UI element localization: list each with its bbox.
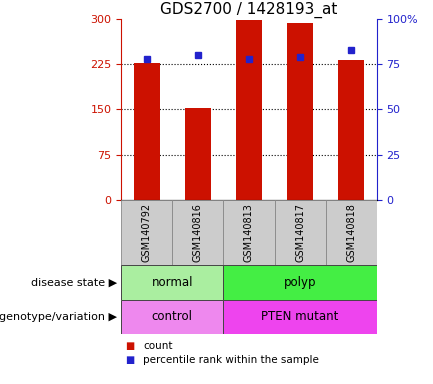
Bar xyxy=(223,200,275,265)
Bar xyxy=(134,63,160,200)
Text: GSM140792: GSM140792 xyxy=(142,203,152,262)
Text: GSM140817: GSM140817 xyxy=(295,203,305,262)
Bar xyxy=(287,23,313,200)
Text: disease state ▶: disease state ▶ xyxy=(31,277,117,287)
Text: GSM140818: GSM140818 xyxy=(346,203,356,262)
Text: count: count xyxy=(143,341,172,351)
Bar xyxy=(121,300,223,334)
Bar xyxy=(172,200,223,265)
Bar xyxy=(121,265,223,300)
Text: genotype/variation ▶: genotype/variation ▶ xyxy=(0,312,117,322)
Bar xyxy=(236,20,262,200)
Bar xyxy=(223,300,377,334)
Text: percentile rank within the sample: percentile rank within the sample xyxy=(143,355,319,365)
Text: GSM140813: GSM140813 xyxy=(244,203,254,262)
Bar xyxy=(223,265,377,300)
Text: GSM140816: GSM140816 xyxy=(193,203,203,262)
Text: ■: ■ xyxy=(126,341,135,351)
Bar xyxy=(121,200,172,265)
Bar xyxy=(339,60,364,200)
Bar xyxy=(275,200,326,265)
Text: ■: ■ xyxy=(126,355,135,365)
Text: control: control xyxy=(152,310,193,323)
Bar xyxy=(326,200,377,265)
Title: GDS2700 / 1428193_at: GDS2700 / 1428193_at xyxy=(160,2,338,18)
Text: normal: normal xyxy=(152,276,193,289)
Text: polyp: polyp xyxy=(284,276,317,289)
Text: PTEN mutant: PTEN mutant xyxy=(262,310,339,323)
Bar xyxy=(185,108,211,200)
